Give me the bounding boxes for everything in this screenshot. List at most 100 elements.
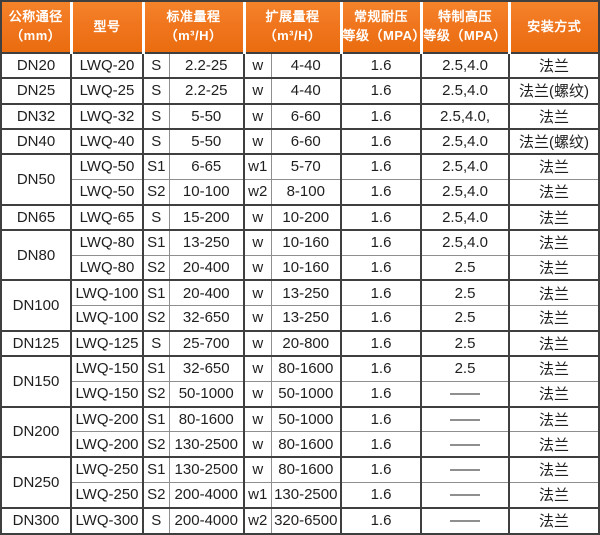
cell-model: LWQ-80 xyxy=(70,254,143,281)
cell-high-pressure-rating: —— xyxy=(420,380,510,407)
table-row: LWQ-80 S2 20-400 w 10-160 1.6 2.5 法兰 xyxy=(2,254,599,281)
cell-pressure-rating: 1.6 xyxy=(340,77,422,104)
table-row: DN40 LWQ-40 S 5-50 w 6-60 1.6 2.5,4.0 法兰(螺纹) xyxy=(2,127,599,154)
table-row: DN250 LWQ-250 S1 130-2500 w 80-1600 1.6 —— 法兰 xyxy=(2,455,599,508)
cell-installation: 法兰 xyxy=(508,431,599,457)
cell-nominal-diameter: DN25 xyxy=(2,77,71,104)
cell-extended-code: w xyxy=(243,279,272,306)
header-label: 安装方式 xyxy=(527,18,582,34)
cell-pressure-rating: 1.6 xyxy=(340,405,422,432)
cell-model: LWQ-150 xyxy=(70,354,143,382)
cell-high-pressure-rating: 2.5,4.0, xyxy=(420,102,510,129)
header-high-pressure-rating: 特制高压 等级（MPA） xyxy=(419,2,511,54)
cell-extended-code: w1 xyxy=(243,481,272,508)
cell-standard-range: 13-250 xyxy=(168,228,245,255)
cell-nominal-diameter: DN20 xyxy=(2,51,71,79)
cell-extended-range: 80-1600 xyxy=(270,455,342,483)
cell-installation: 法兰 xyxy=(508,354,599,382)
cell-pressure-rating: 1.6 xyxy=(340,51,422,79)
cell-installation: 法兰 xyxy=(508,405,599,432)
cell-extended-range: 8-100 xyxy=(270,178,342,205)
table-row: LWQ-250 S2 200-4000 w1 130-2500 1.6 —— 法兰 xyxy=(2,481,599,508)
cell-model: LWQ-150 xyxy=(70,380,143,407)
header-label: 型号 xyxy=(93,18,121,34)
cell-high-pressure-rating: 2.5,4.0 xyxy=(420,178,510,205)
cell-extended-code: w xyxy=(243,455,272,483)
cell-extended-code: w xyxy=(243,304,272,331)
cell-pressure-rating: 1.6 xyxy=(340,380,422,407)
cell-high-pressure-rating: 2.5 xyxy=(420,279,510,306)
cell-extended-range: 10-160 xyxy=(270,228,342,255)
cell-extended-range: 10-160 xyxy=(270,254,342,281)
cell-installation: 法兰 xyxy=(508,51,599,79)
cell-model: LWQ-25 xyxy=(70,77,143,104)
cell-extended-code: w xyxy=(243,354,272,382)
cell-high-pressure-rating: —— xyxy=(420,506,510,533)
cell-model: LWQ-125 xyxy=(70,329,143,356)
cell-extended-range: 80-1600 xyxy=(270,354,342,382)
cell-standard-code: S xyxy=(142,51,169,79)
cell-standard-code: S xyxy=(142,127,169,154)
cell-extended-range: 320-6500 xyxy=(270,506,342,533)
cell-standard-range: 200-4000 xyxy=(168,481,245,508)
cell-extended-range: 50-1000 xyxy=(270,380,342,407)
cell-installation: 法兰 xyxy=(508,152,599,180)
cell-extended-range: 20-800 xyxy=(270,329,342,356)
cell-standard-code: S xyxy=(142,102,169,129)
cell-installation: 法兰 xyxy=(508,102,599,129)
cell-high-pressure-rating: —— xyxy=(420,455,510,483)
cell-pressure-rating: 1.6 xyxy=(340,102,422,129)
cell-standard-range: 20-400 xyxy=(168,279,245,306)
header-standard-range: 标准量程 （m³/H） xyxy=(141,2,246,54)
cell-standard-range: 2.2-25 xyxy=(168,77,245,104)
cell-installation: 法兰 xyxy=(508,329,599,356)
cell-installation: 法兰 xyxy=(508,380,599,407)
cell-high-pressure-rating: 2.5,4.0 xyxy=(420,228,510,255)
header-nominal-diameter: 公称通径 （mm） xyxy=(2,2,73,54)
cell-nominal-diameter: DN125 xyxy=(2,329,71,356)
cell-high-pressure-rating: 2.5 xyxy=(420,304,510,331)
cell-pressure-rating: 1.6 xyxy=(340,304,422,331)
cell-installation: 法兰 xyxy=(508,506,599,533)
cell-extended-code: w xyxy=(243,254,272,281)
cell-pressure-rating: 1.6 xyxy=(340,506,422,533)
cell-extended-code: w xyxy=(243,380,272,407)
cell-standard-range: 200-4000 xyxy=(168,506,245,533)
cell-model: LWQ-100 xyxy=(70,304,143,331)
cell-high-pressure-rating: —— xyxy=(420,431,510,457)
table-row: LWQ-50 S2 10-100 w2 8-100 1.6 2.5,4.0 法兰 xyxy=(2,178,599,205)
cell-standard-range: 80-1600 xyxy=(168,405,245,432)
cell-extended-range: 13-250 xyxy=(270,279,342,306)
header-model: 型号 xyxy=(69,2,145,54)
cell-high-pressure-rating: 2.5,4.0 xyxy=(420,152,510,180)
cell-model: LWQ-250 xyxy=(70,455,143,483)
cell-standard-code: S1 xyxy=(142,279,169,306)
cell-standard-code: S2 xyxy=(142,178,169,205)
cell-installation: 法兰 xyxy=(508,481,599,508)
cell-extended-code: w xyxy=(243,102,272,129)
cell-nominal-diameter: DN100 xyxy=(2,279,71,331)
cell-model: LWQ-50 xyxy=(70,178,143,205)
cell-standard-range: 2.2-25 xyxy=(168,51,245,79)
cell-extended-range: 80-1600 xyxy=(270,431,342,457)
table-row: LWQ-150 S2 50-1000 w 50-1000 1.6 —— 法兰 xyxy=(2,380,599,407)
cell-installation: 法兰(螺纹) xyxy=(508,77,599,104)
table-row: LWQ-100 S2 32-650 w 13-250 1.6 2.5 法兰 xyxy=(2,304,599,331)
cell-nominal-diameter: DN300 xyxy=(2,506,71,533)
cell-high-pressure-rating: 2.5 xyxy=(420,354,510,382)
cell-standard-code: S1 xyxy=(142,405,169,432)
cell-extended-code: w2 xyxy=(243,178,272,205)
cell-model: LWQ-250 xyxy=(70,481,143,508)
cell-model: LWQ-80 xyxy=(70,228,143,255)
cell-standard-code: S xyxy=(142,77,169,104)
table-row: DN200 LWQ-200 S1 80-1600 w 50-1000 1.6 —— 法兰 xyxy=(2,405,599,457)
cell-model: LWQ-200 xyxy=(70,431,143,457)
cell-installation: 法兰 xyxy=(508,279,599,306)
cell-installation: 法兰 xyxy=(508,254,599,281)
cell-extended-range: 4-40 xyxy=(270,77,342,104)
cell-extended-code: w xyxy=(243,329,272,356)
cell-extended-range: 50-1000 xyxy=(270,405,342,432)
cell-model: LWQ-300 xyxy=(70,506,143,533)
